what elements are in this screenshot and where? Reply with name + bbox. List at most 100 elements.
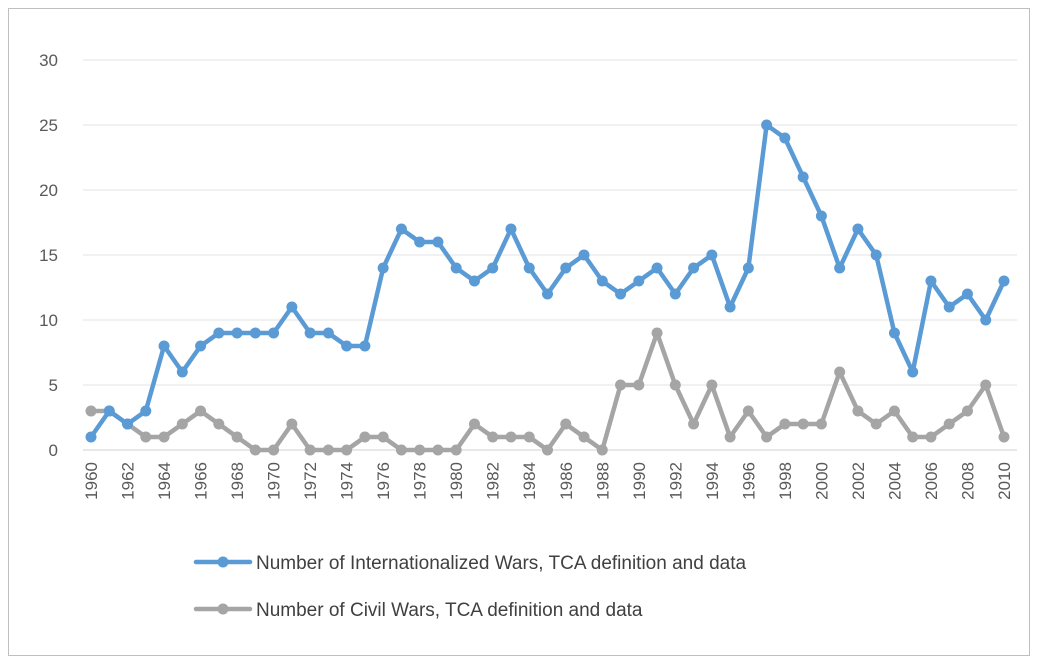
data-point bbox=[688, 418, 700, 430]
data-point bbox=[615, 379, 627, 391]
series-line-internationalized-wars bbox=[88, 122, 1007, 440]
data-point bbox=[870, 249, 882, 261]
data-point bbox=[176, 366, 188, 378]
x-tick-label: 1968 bbox=[228, 462, 247, 500]
y-tick-label: 25 bbox=[39, 116, 58, 135]
data-point bbox=[925, 275, 937, 287]
x-tick-label: 1972 bbox=[301, 462, 320, 500]
data-point bbox=[998, 275, 1010, 287]
data-point bbox=[122, 418, 134, 430]
data-point bbox=[414, 444, 426, 456]
data-point bbox=[286, 301, 298, 313]
data-point bbox=[834, 262, 846, 274]
data-point bbox=[505, 431, 517, 443]
data-point bbox=[468, 418, 480, 430]
data-point bbox=[943, 418, 955, 430]
data-point bbox=[158, 340, 170, 352]
data-point bbox=[888, 405, 900, 417]
data-point bbox=[359, 340, 371, 352]
data-point bbox=[688, 262, 700, 274]
data-point bbox=[907, 366, 919, 378]
data-point bbox=[815, 418, 827, 430]
data-point bbox=[980, 379, 992, 391]
data-point bbox=[468, 275, 480, 287]
x-tick-label: 1974 bbox=[338, 462, 357, 500]
x-tick-label: 1994 bbox=[703, 462, 722, 500]
y-tick-label: 0 bbox=[49, 441, 58, 460]
x-tick-label: 2006 bbox=[922, 462, 941, 500]
chart-frame bbox=[8, 8, 1030, 656]
x-tick-label: 1962 bbox=[119, 462, 138, 500]
data-point bbox=[268, 444, 280, 456]
x-tick-label: 1990 bbox=[630, 462, 649, 500]
data-point bbox=[158, 431, 170, 443]
x-tick-label: 1980 bbox=[447, 462, 466, 500]
data-point bbox=[724, 301, 736, 313]
data-point bbox=[341, 340, 353, 352]
x-tick-label: 1992 bbox=[666, 462, 685, 500]
data-point bbox=[615, 288, 627, 300]
data-point bbox=[596, 444, 608, 456]
series-internationalized-wars bbox=[85, 119, 1010, 443]
legend-marker bbox=[217, 556, 229, 568]
data-point bbox=[706, 379, 718, 391]
data-point bbox=[742, 262, 754, 274]
data-point bbox=[195, 405, 207, 417]
y-tick-label: 5 bbox=[49, 376, 58, 395]
x-tick-label: 1966 bbox=[192, 462, 211, 500]
x-tick-label: 2008 bbox=[958, 462, 977, 500]
data-point bbox=[432, 236, 444, 248]
data-point bbox=[925, 431, 937, 443]
x-tick-label: 1984 bbox=[520, 462, 539, 500]
data-point bbox=[103, 405, 115, 417]
x-tick-label: 1970 bbox=[265, 462, 284, 500]
x-tick-label: 1986 bbox=[557, 462, 576, 500]
legend-label: Number of Civil Wars, TCA definition and… bbox=[256, 600, 643, 621]
data-point bbox=[888, 327, 900, 339]
y-tick-label: 15 bbox=[39, 246, 58, 265]
data-point bbox=[213, 418, 225, 430]
y-tick-label: 30 bbox=[39, 51, 58, 70]
data-point bbox=[596, 275, 608, 287]
x-tick-label: 2000 bbox=[812, 462, 831, 500]
data-point bbox=[395, 444, 407, 456]
data-point bbox=[322, 444, 334, 456]
data-point bbox=[542, 444, 553, 456]
data-point bbox=[669, 288, 681, 300]
y-axis-tick-labels: 0 5 10 15 20 25 30 bbox=[39, 51, 58, 460]
data-point bbox=[724, 431, 736, 443]
x-tick-label: 1978 bbox=[411, 462, 430, 500]
series-civil-wars bbox=[85, 327, 1010, 456]
data-point bbox=[651, 262, 663, 274]
data-point bbox=[487, 431, 499, 443]
data-point bbox=[633, 275, 645, 287]
data-point bbox=[286, 418, 298, 430]
data-point bbox=[560, 418, 572, 430]
x-tick-label: 1988 bbox=[593, 462, 612, 500]
data-point bbox=[961, 288, 973, 300]
data-point bbox=[980, 314, 992, 326]
data-point bbox=[231, 431, 243, 443]
data-point bbox=[523, 262, 535, 274]
data-point bbox=[195, 340, 207, 352]
data-point bbox=[85, 405, 97, 417]
data-point bbox=[176, 418, 188, 430]
data-point bbox=[797, 418, 809, 430]
data-point bbox=[852, 223, 864, 235]
data-point bbox=[998, 431, 1010, 443]
data-point bbox=[797, 171, 809, 183]
data-point bbox=[907, 431, 919, 443]
data-point bbox=[815, 210, 827, 222]
data-point bbox=[523, 431, 535, 443]
series-line-civil-wars bbox=[88, 330, 1007, 453]
data-point bbox=[834, 366, 846, 378]
data-point bbox=[578, 431, 590, 443]
data-point bbox=[542, 288, 553, 300]
data-point bbox=[140, 431, 152, 443]
x-tick-label: 1982 bbox=[484, 462, 503, 500]
data-point bbox=[304, 327, 316, 339]
x-tick-label: 1964 bbox=[155, 462, 174, 500]
data-point bbox=[870, 418, 882, 430]
x-tick-label: 1998 bbox=[776, 462, 795, 500]
